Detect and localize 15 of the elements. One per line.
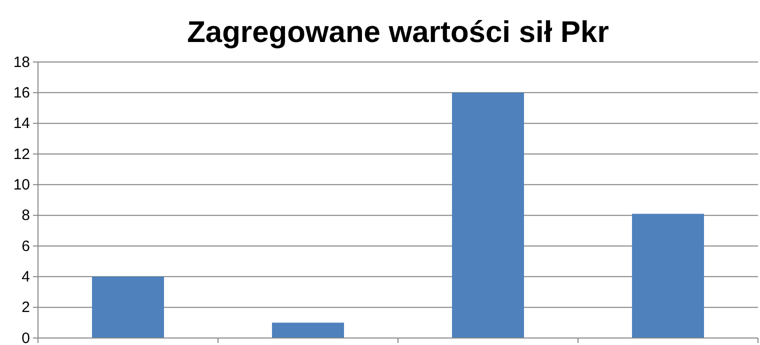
y-tick-label: 10 bbox=[13, 176, 30, 194]
y-tick-label: 18 bbox=[13, 54, 30, 71]
bar bbox=[272, 322, 344, 338]
y-tick-label: 4 bbox=[22, 268, 30, 286]
y-tick-label: 0 bbox=[22, 330, 30, 345]
y-tick-label: 6 bbox=[22, 238, 30, 255]
y-tick-label: 8 bbox=[22, 207, 30, 224]
chart-title: Zagregowane wartości sił Pkr bbox=[187, 16, 610, 49]
bar bbox=[452, 92, 524, 338]
bar bbox=[92, 276, 164, 338]
y-tick-label: 14 bbox=[13, 115, 30, 132]
y-tick-label: 16 bbox=[13, 84, 30, 102]
bar bbox=[632, 214, 704, 338]
y-tick-label: 2 bbox=[22, 299, 30, 316]
y-tick-label: 12 bbox=[13, 146, 30, 163]
